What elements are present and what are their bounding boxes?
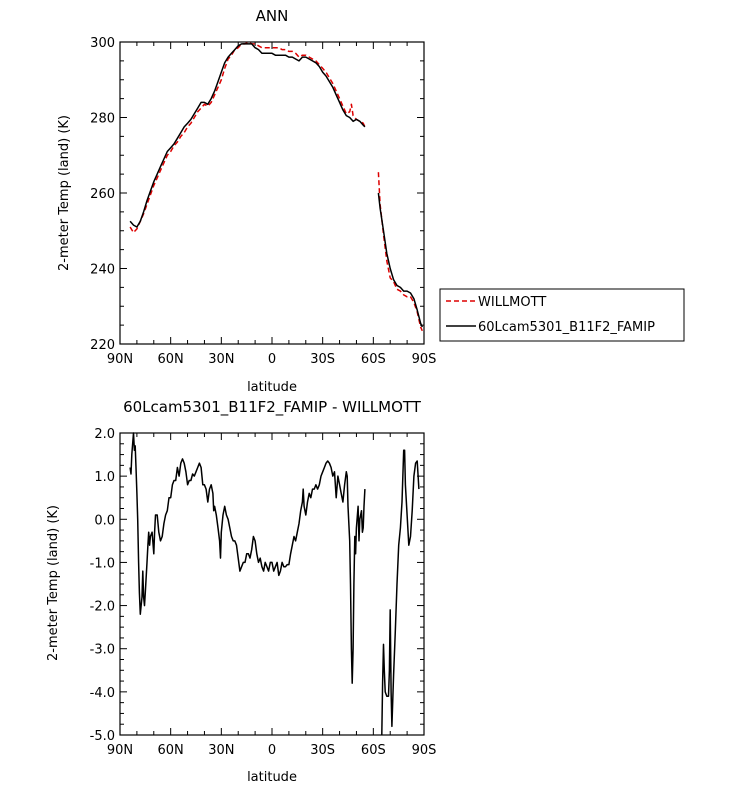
y-tick-label: 0.0 xyxy=(94,513,115,528)
top-series-lines xyxy=(129,41,423,332)
y-tick-label: 280 xyxy=(90,112,115,127)
x-tick-label: 30S xyxy=(310,352,335,367)
x-tick-label: 60N xyxy=(158,743,184,758)
top-series-1-line-segment-0 xyxy=(129,43,366,228)
x-tick-label: 90N xyxy=(107,352,133,367)
bottom-ticks xyxy=(119,432,425,736)
y-tick-label: -4.0 xyxy=(90,686,115,701)
x-tick-label: 60S xyxy=(361,352,386,367)
bottom-series-0-line-segment-0 xyxy=(129,432,366,684)
x-tick-label: 30N xyxy=(208,743,234,758)
top-series-1-line-segment-1 xyxy=(377,192,423,328)
top-y-axis-label: 2-meter Temp (land) (K) xyxy=(57,115,72,271)
legend-label-willmott: WILLMOTT xyxy=(478,295,546,310)
y-tick-label: -5.0 xyxy=(90,729,115,744)
top-chart-title: ANN xyxy=(256,7,289,25)
bottom-y-axis-label: 2-meter Temp (land) (K) xyxy=(46,505,61,661)
top-x-tick-labels: 90N 60N 30N 0 30S 60S 90S xyxy=(107,352,437,367)
top-y-tick-labels: 220 240 260 280 300 xyxy=(90,36,115,353)
x-tick-label: 60S xyxy=(361,743,386,758)
top-panel: ANN 90N 60N 30N 0 30S 60S 90S 220240260280300 … xyxy=(57,7,685,395)
bottom-x-axis-label: latitude xyxy=(247,770,297,785)
y-tick-label: -3.0 xyxy=(90,643,115,658)
y-tick-label: 1.0 xyxy=(94,470,115,485)
top-series-0-line-segment-1 xyxy=(377,172,423,332)
y-tick-label: 240 xyxy=(90,263,115,278)
x-tick-label: 30S xyxy=(310,743,335,758)
x-tick-label: 30N xyxy=(208,352,234,367)
bottom-series-lines xyxy=(129,432,420,736)
y-tick-label: -1.0 xyxy=(90,556,115,571)
bottom-x-tick-labels: 90N 60N 30N 0 30S 60S 90S xyxy=(107,743,437,758)
y-tick-label: 220 xyxy=(90,338,115,353)
legend-box xyxy=(439,288,685,342)
x-tick-label: 60N xyxy=(158,352,184,367)
bottom-panel: 60Lcam5301_B11F2_FAMIP - WILLMOTT 90N 60N… xyxy=(46,398,436,785)
bottom-chart-title: 60Lcam5301_B11F2_FAMIP - WILLMOTT xyxy=(123,398,422,417)
y-tick-label: 2.0 xyxy=(94,427,115,442)
y-tick-label: 260 xyxy=(90,187,115,202)
top-plot-frame xyxy=(119,41,425,345)
y-tick-label: -2.0 xyxy=(90,600,115,615)
legend: WILLMOTT 60Lcam5301_B11F2_FAMIP xyxy=(439,288,685,342)
x-tick-label: 0 xyxy=(268,352,276,367)
top-series-0-line-segment-0 xyxy=(129,41,366,234)
x-tick-label: 90S xyxy=(412,352,437,367)
bottom-y-tick-labels: -5.0 -4.0 -3.0 -2.0 -1.0 0.0 1.0 2.0 xyxy=(90,427,115,744)
top-x-axis-label: latitude xyxy=(247,380,297,395)
bottom-plot-frame xyxy=(119,432,425,736)
bottom-series-0-line-segment-1 xyxy=(381,449,420,736)
x-tick-label: 90N xyxy=(107,743,133,758)
x-tick-label: 0 xyxy=(268,743,276,758)
y-tick-label: 300 xyxy=(90,36,115,51)
x-tick-label: 90S xyxy=(412,743,437,758)
legend-label-model: 60Lcam5301_B11F2_FAMIP xyxy=(478,320,655,335)
